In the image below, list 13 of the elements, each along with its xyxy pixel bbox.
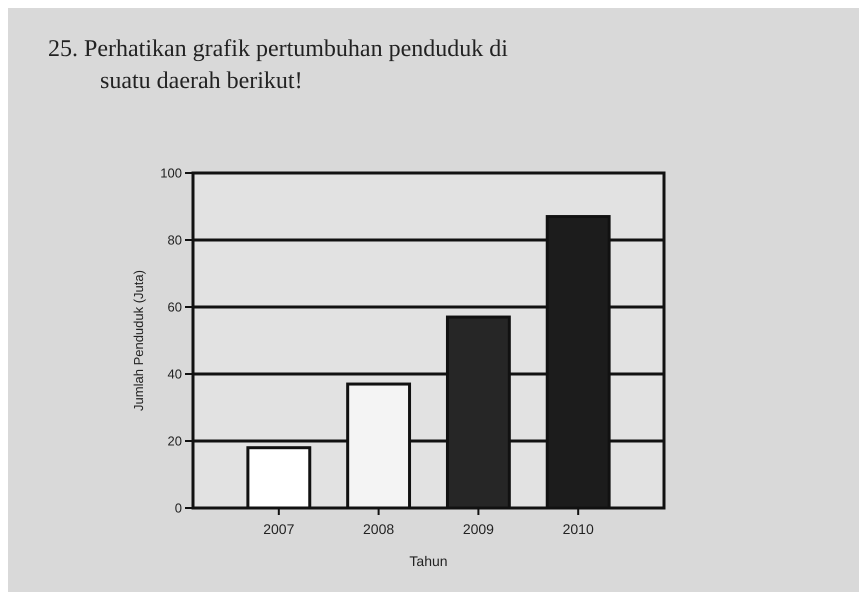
x-tick-label: 2009 (462, 521, 494, 537)
x-tick-label: 2008 (363, 521, 394, 537)
y-axis-title: Jumlah Penduduk (Juta) (131, 270, 146, 411)
x-tick-label: 2007 (263, 521, 295, 537)
x-axis-title: Tahun (409, 553, 448, 569)
y-tick-label: 60 (168, 300, 182, 315)
y-tick-label: 20 (168, 434, 182, 449)
chart-title: 25. Perhatikan grafik pertumbuhan penduduk di suatu daerah berikut! (48, 36, 508, 94)
y-tick-label: 100 (160, 166, 182, 181)
y-tick-label: 0 (174, 500, 182, 516)
y-tick-label: 80 (168, 232, 182, 248)
x-tick-label: 2010 (562, 521, 594, 537)
y-tick-label: 40 (168, 366, 182, 382)
